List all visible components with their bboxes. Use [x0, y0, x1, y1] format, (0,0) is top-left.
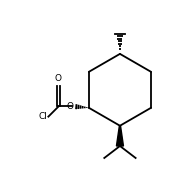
Text: O: O — [67, 102, 74, 111]
Text: Cl: Cl — [38, 112, 47, 121]
Text: O: O — [55, 74, 62, 83]
Polygon shape — [117, 126, 123, 146]
